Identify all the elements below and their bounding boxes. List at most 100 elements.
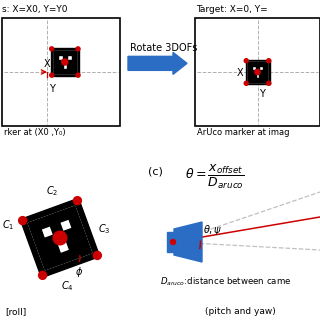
Polygon shape: [252, 62, 256, 66]
Polygon shape: [58, 51, 63, 55]
Polygon shape: [248, 62, 267, 82]
Polygon shape: [50, 222, 63, 235]
Polygon shape: [72, 60, 76, 64]
Text: $C_2$: $C_2$: [46, 184, 59, 198]
Polygon shape: [32, 229, 44, 242]
Polygon shape: [256, 62, 260, 66]
Polygon shape: [72, 55, 76, 60]
Text: X: X: [236, 68, 243, 78]
Polygon shape: [56, 210, 69, 222]
Polygon shape: [51, 48, 79, 76]
Text: X: X: [44, 59, 51, 69]
FancyArrow shape: [128, 52, 187, 74]
Polygon shape: [70, 247, 83, 260]
Circle shape: [267, 59, 271, 63]
Polygon shape: [248, 70, 252, 74]
Circle shape: [73, 197, 81, 205]
Text: (pitch and yaw): (pitch and yaw): [205, 307, 276, 316]
Text: $\phi$: $\phi$: [75, 265, 83, 279]
Polygon shape: [260, 78, 263, 82]
Polygon shape: [63, 228, 76, 241]
Polygon shape: [263, 74, 267, 78]
Polygon shape: [58, 60, 63, 64]
Polygon shape: [248, 66, 252, 70]
Polygon shape: [35, 238, 48, 251]
Polygon shape: [263, 62, 267, 66]
Text: [roll]: [roll]: [5, 307, 26, 316]
Polygon shape: [67, 51, 72, 55]
Polygon shape: [67, 69, 72, 73]
Text: Rotate 3DOFs
head: Rotate 3DOFs head: [130, 43, 197, 66]
Text: $\theta = \dfrac{x_{offset}}{D_{aruco}}$: $\theta = \dfrac{x_{offset}}{D_{aruco}}$: [185, 163, 244, 191]
Circle shape: [50, 47, 54, 51]
Polygon shape: [252, 70, 256, 74]
Polygon shape: [252, 74, 256, 78]
Polygon shape: [54, 51, 58, 55]
Polygon shape: [54, 69, 58, 73]
Text: $\theta, \psi$: $\theta, \psi$: [203, 223, 222, 237]
Polygon shape: [20, 198, 100, 278]
Polygon shape: [54, 64, 58, 69]
Circle shape: [50, 73, 54, 77]
Polygon shape: [72, 69, 76, 73]
Circle shape: [171, 239, 175, 244]
Text: $C_1$: $C_1$: [2, 218, 14, 232]
Polygon shape: [245, 60, 269, 84]
Polygon shape: [38, 248, 51, 260]
Text: $C_4$: $C_4$: [61, 279, 74, 292]
Circle shape: [267, 81, 271, 85]
Polygon shape: [260, 70, 263, 74]
Polygon shape: [37, 216, 50, 229]
Circle shape: [62, 59, 68, 65]
Polygon shape: [47, 213, 60, 226]
Text: (c): (c): [148, 167, 163, 177]
Polygon shape: [248, 78, 252, 82]
Text: Y: Y: [49, 84, 55, 94]
Polygon shape: [263, 78, 267, 82]
Polygon shape: [256, 66, 260, 70]
Text: rker at (X0 ,Y₀): rker at (X0 ,Y₀): [4, 128, 66, 137]
Circle shape: [93, 252, 101, 260]
Polygon shape: [28, 206, 92, 270]
Polygon shape: [58, 69, 63, 73]
Polygon shape: [248, 62, 252, 66]
Polygon shape: [69, 216, 82, 228]
Circle shape: [255, 69, 260, 75]
Polygon shape: [63, 55, 67, 60]
Polygon shape: [252, 78, 256, 82]
Bar: [2, 18, 120, 126]
Circle shape: [76, 47, 80, 51]
Polygon shape: [54, 60, 58, 64]
Text: Y: Y: [260, 89, 265, 99]
Polygon shape: [44, 235, 57, 248]
Text: $D_{aruco}$:distance between came: $D_{aruco}$:distance between came: [160, 275, 292, 287]
Circle shape: [244, 59, 248, 63]
Polygon shape: [256, 78, 260, 82]
Polygon shape: [48, 244, 60, 257]
Polygon shape: [72, 225, 85, 237]
Circle shape: [19, 217, 27, 225]
Polygon shape: [51, 254, 64, 266]
Polygon shape: [72, 51, 76, 55]
Polygon shape: [174, 222, 202, 262]
Polygon shape: [60, 250, 73, 263]
Polygon shape: [42, 257, 54, 270]
Polygon shape: [260, 74, 263, 78]
Polygon shape: [72, 64, 76, 69]
Text: Target: X=0, Y=: Target: X=0, Y=: [196, 5, 268, 14]
Circle shape: [39, 271, 47, 279]
Polygon shape: [66, 206, 78, 219]
Bar: [195, 18, 320, 126]
Polygon shape: [260, 62, 263, 66]
Polygon shape: [79, 244, 92, 256]
Polygon shape: [54, 51, 76, 73]
Polygon shape: [76, 234, 88, 247]
Circle shape: [244, 81, 248, 85]
Polygon shape: [66, 237, 79, 250]
Polygon shape: [67, 60, 72, 64]
Polygon shape: [263, 66, 267, 70]
Text: ArUco marker at imag: ArUco marker at imag: [197, 128, 290, 137]
Polygon shape: [63, 51, 67, 55]
Circle shape: [53, 231, 67, 245]
Circle shape: [76, 73, 80, 77]
